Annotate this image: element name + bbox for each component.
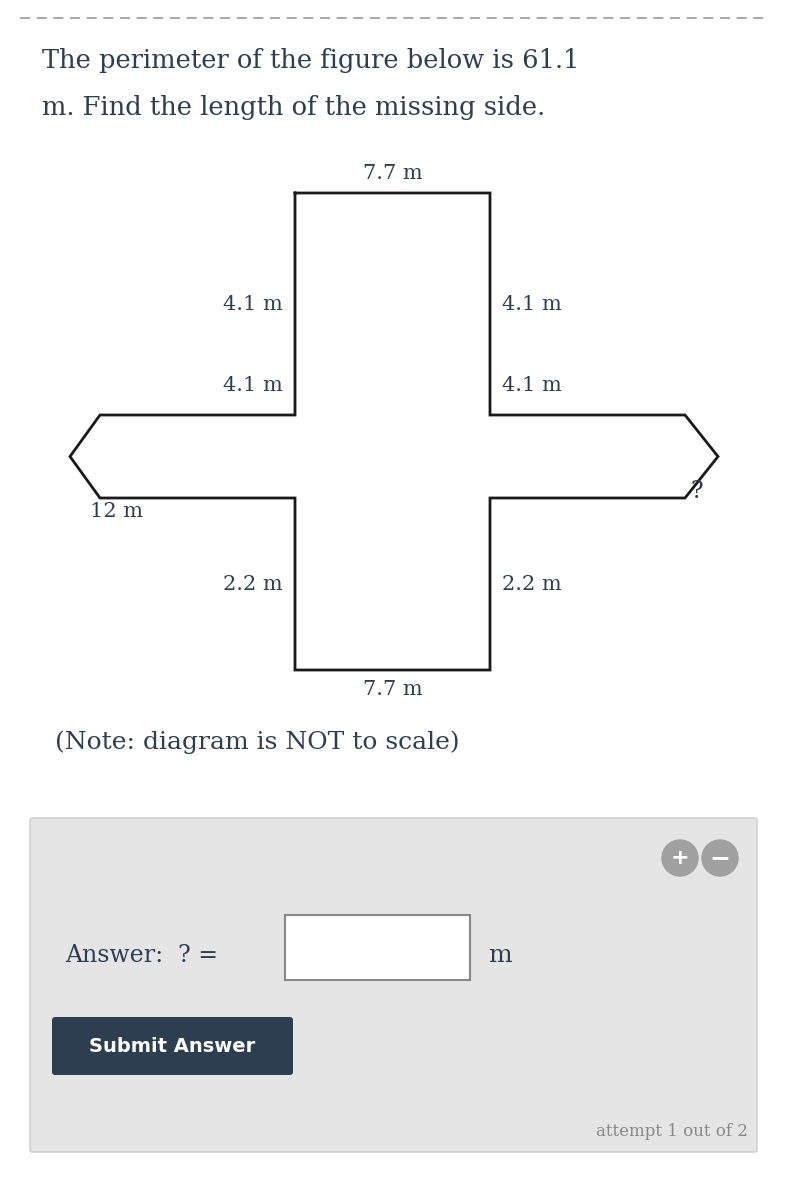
Text: 4.1 m: 4.1 m: [502, 376, 562, 395]
Polygon shape: [70, 193, 718, 670]
Text: 4.1 m: 4.1 m: [502, 294, 562, 313]
Text: +: +: [671, 848, 689, 868]
Text: (Note: diagram is NOT to scale): (Note: diagram is NOT to scale): [55, 730, 460, 754]
Text: 2.2 m: 2.2 m: [224, 575, 283, 594]
Text: Answer:  ? =: Answer: ? =: [65, 943, 218, 966]
Text: 7.7 m: 7.7 m: [363, 680, 423, 698]
Text: 7.7 m: 7.7 m: [363, 164, 423, 182]
FancyBboxPatch shape: [52, 1018, 293, 1075]
Text: attempt 1 out of 2: attempt 1 out of 2: [596, 1123, 748, 1140]
Text: The perimeter of the figure below is 61.1: The perimeter of the figure below is 61.…: [42, 48, 579, 73]
Text: Submit Answer: Submit Answer: [90, 1037, 256, 1056]
FancyBboxPatch shape: [30, 818, 757, 1152]
Circle shape: [702, 840, 738, 876]
Text: 4.1 m: 4.1 m: [224, 376, 283, 395]
Text: 2.2 m: 2.2 m: [502, 575, 562, 594]
Circle shape: [662, 840, 698, 876]
Text: 4.1 m: 4.1 m: [224, 294, 283, 313]
FancyBboxPatch shape: [285, 914, 470, 980]
Text: ?: ?: [690, 480, 703, 503]
Text: m: m: [488, 943, 512, 966]
Text: −: −: [710, 846, 730, 870]
Text: m. Find the length of the missing side.: m. Find the length of the missing side.: [42, 95, 545, 120]
Text: 12 m: 12 m: [90, 502, 143, 521]
